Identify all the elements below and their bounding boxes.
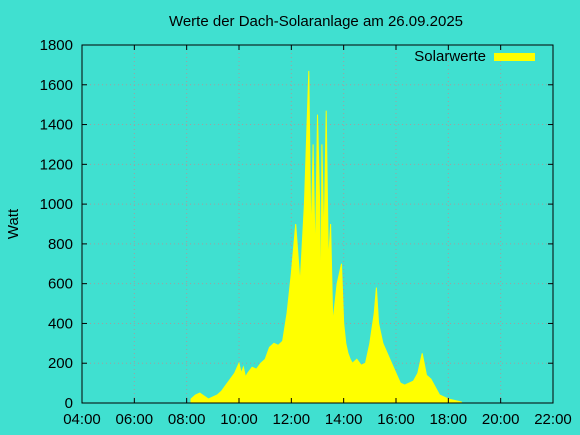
y-tick-label: 600 [48,276,73,293]
legend-label: Solarwerte [414,48,486,65]
x-tick-label: 06:00 [116,411,154,428]
y-tick-label: 1600 [40,77,73,94]
legend: Solarwerte [414,48,535,65]
x-tick-label: 22:00 [534,411,572,428]
y-axis-ticks: 0 200 400 600 800 1000 1200 1400 1600 1800 [40,37,553,412]
y-tick-label: 1000 [40,196,73,213]
y-tick-label: 1400 [40,117,73,134]
legend-swatch [494,53,535,61]
grid-lines [82,45,553,403]
x-tick-label: 20:00 [482,411,520,428]
x-tick-label: 14:00 [325,411,363,428]
y-tick-label: 0 [65,395,73,412]
plot-frame [81,44,554,404]
y-tick-label: 200 [48,355,73,372]
y-axis-label: Watt [5,208,22,239]
x-tick-label: 18:00 [430,411,468,428]
series-area-solarwerte [190,70,462,404]
y-tick-label: 800 [48,236,73,253]
y-tick-label: 1800 [40,37,73,54]
x-tick-label: 08:00 [168,411,206,428]
x-tick-label: 10:00 [220,411,258,428]
x-axis-ticks: 04:00 06:00 08:00 10:00 12:00 14:00 16:00 18:00… [63,45,572,428]
chart-title: Werte der Dach-Solaranlage am 26.09.2025 [169,13,463,30]
y-tick-label: 1200 [40,156,73,173]
y-tick-label: 400 [48,315,73,332]
x-tick-label: 04:00 [63,411,101,428]
x-tick-label: 12:00 [273,411,311,428]
x-tick-label: 16:00 [377,411,415,428]
